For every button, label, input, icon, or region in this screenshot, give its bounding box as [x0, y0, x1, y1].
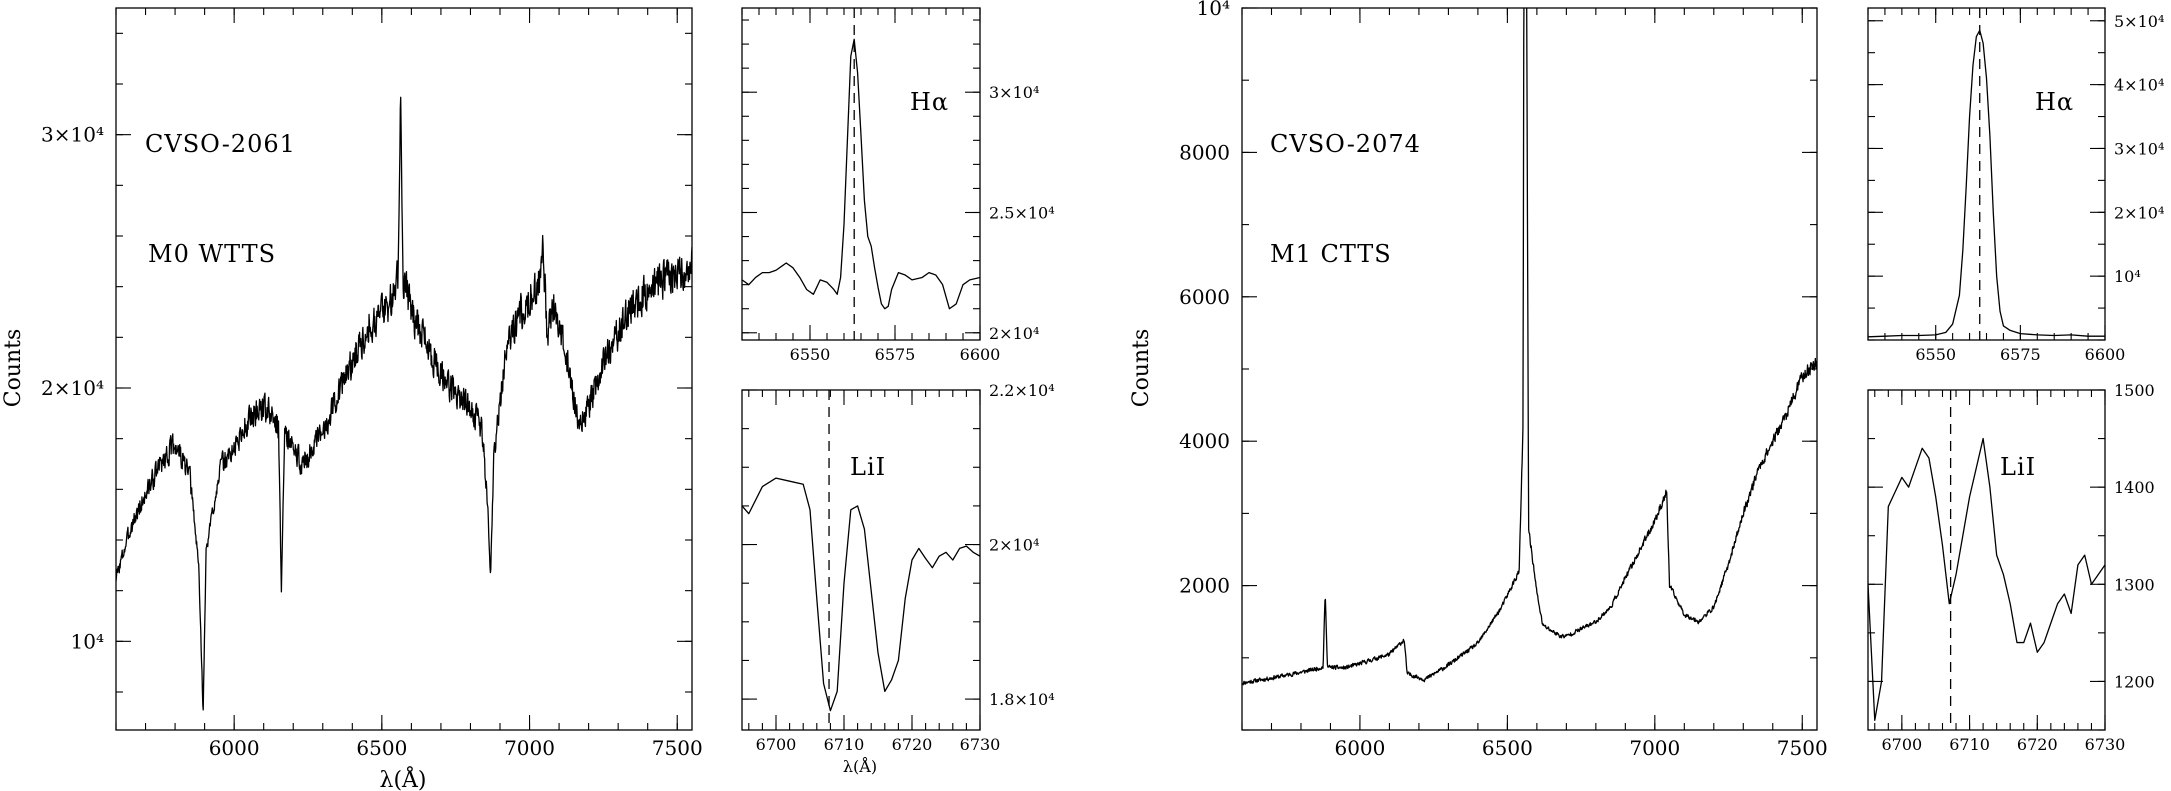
ylabel-right: Counts	[1129, 329, 1154, 408]
x-tick-label: 6710	[824, 735, 865, 754]
y-tick-label: 2.2×10⁴	[989, 381, 1055, 400]
y-tick-label: 1500	[2114, 381, 2155, 400]
x-tick-label: 6500	[1482, 736, 1533, 760]
x-tick-label: 6600	[960, 345, 1001, 364]
y-tick-label: 10⁴	[2114, 267, 2141, 286]
panel-annotation: Hα	[910, 88, 949, 116]
x-tick-label: 6550	[790, 345, 831, 364]
y-tick-label: 1400	[2114, 478, 2155, 497]
panel-annotation: LiI	[850, 453, 886, 481]
ylabel-left: Counts	[1, 329, 26, 408]
plot-frame	[1867, 389, 2106, 731]
plot-frame	[1241, 7, 1818, 731]
x-tick-label: 7500	[652, 736, 703, 760]
x-tick-label: 6720	[2017, 735, 2058, 754]
panel-cvso2074-lii: 6700 6710 6720 6730 1200 1300 1400 1500 LiI	[1867, 381, 2155, 754]
x-tick-label: 7000	[1629, 736, 1680, 760]
y-tick-label: 10⁴	[71, 629, 104, 653]
y-tick-label: 3×10⁴	[41, 123, 104, 147]
panel-annotation: CVSO-2061	[145, 130, 296, 158]
panel-cvso2061-halpha: 6550 6575 6600 2×10⁴ 2.5×10⁴ 3×10⁴ Hα	[741, 7, 1055, 364]
spectrum-line	[116, 96, 692, 711]
x-tick-label: 6600	[2085, 345, 2126, 364]
spectrum-line	[1868, 437, 2105, 721]
panel-cvso2074-halpha: 6550 6575 6600 10⁴ 2×10⁴ 3×10⁴ 4×10⁴ 5×10⁴ Hα	[1867, 7, 2164, 364]
y-tick-label: 1200	[2114, 672, 2155, 691]
y-tick-label: 2×10⁴	[41, 376, 104, 400]
y-tick-label: 10⁴	[1197, 0, 1230, 20]
x-tick-label: 6000	[1334, 736, 1385, 760]
x-tick-label: 6575	[875, 345, 916, 364]
spectrum-line	[742, 477, 980, 712]
x-tick-label: 6700	[756, 735, 797, 754]
y-tick-label: 2.5×10⁴	[989, 203, 1055, 222]
y-tick-label: 1.8×10⁴	[989, 690, 1055, 709]
panel-annotation: M1 CTTS	[1270, 240, 1392, 268]
y-tick-label: 8000	[1179, 140, 1230, 164]
x-tick-label: 7000	[504, 736, 555, 760]
y-tick-label: 2×10⁴	[989, 536, 1039, 555]
panel-annotation: Hα	[2035, 88, 2074, 116]
y-tick-label: 2×10⁴	[989, 324, 1039, 343]
x-tick-label: 6575	[2000, 345, 2041, 364]
xlabel-main: λ(Å)	[380, 765, 427, 791]
plot-frame	[1867, 7, 2106, 341]
spectrum-line	[1868, 29, 2105, 338]
panel-annotation: M0 WTTS	[148, 240, 276, 268]
plot-frame	[115, 7, 693, 731]
y-tick-label: 3×10⁴	[989, 83, 1039, 102]
spectrum-line	[1242, 8, 1817, 686]
x-tick-label: 6700	[1881, 735, 1922, 754]
x-tick-label: 6730	[2085, 735, 2126, 754]
panel-annotation: LiI	[2000, 453, 2036, 481]
x-tick-label: 6000	[209, 736, 260, 760]
y-tick-label: 4×10⁴	[2114, 76, 2164, 95]
y-tick-label: 2000	[1179, 574, 1230, 598]
x-tick-label: 6550	[1915, 345, 1956, 364]
panel-cvso2074-full: 6000 6500 7000 7500 2000 4000 6000 8000 10⁴ CVSO-…	[1179, 0, 1828, 760]
y-tick-label: 1300	[2114, 575, 2155, 594]
y-tick-label: 2×10⁴	[2114, 203, 2164, 222]
x-tick-label: 6500	[356, 736, 407, 760]
y-tick-label: 3×10⁴	[2114, 139, 2164, 158]
y-tick-label: 4000	[1179, 429, 1230, 453]
panel-cvso2061-lii: 6700 6710 6720 6730 1.8×10⁴ 2×10⁴ 2.2×10⁴ LiI	[741, 381, 1055, 754]
x-tick-label: 6720	[892, 735, 933, 754]
y-tick-label: 6000	[1179, 285, 1230, 309]
panel-annotation: CVSO-2074	[1270, 130, 1421, 158]
x-tick-label: 6730	[960, 735, 1001, 754]
x-tick-label: 7500	[1777, 736, 1828, 760]
panel-cvso2061-full: 6000 6500 7000 7500 10⁴ 2×10⁴ 3×10⁴ CVSO-2061 M0…	[41, 7, 703, 760]
xlabel-small: λ(Å)	[843, 756, 877, 776]
spectrum-line	[742, 38, 980, 310]
x-tick-label: 6710	[1949, 735, 1990, 754]
plot-frame	[741, 389, 981, 731]
y-tick-label: 5×10⁴	[2114, 12, 2164, 31]
